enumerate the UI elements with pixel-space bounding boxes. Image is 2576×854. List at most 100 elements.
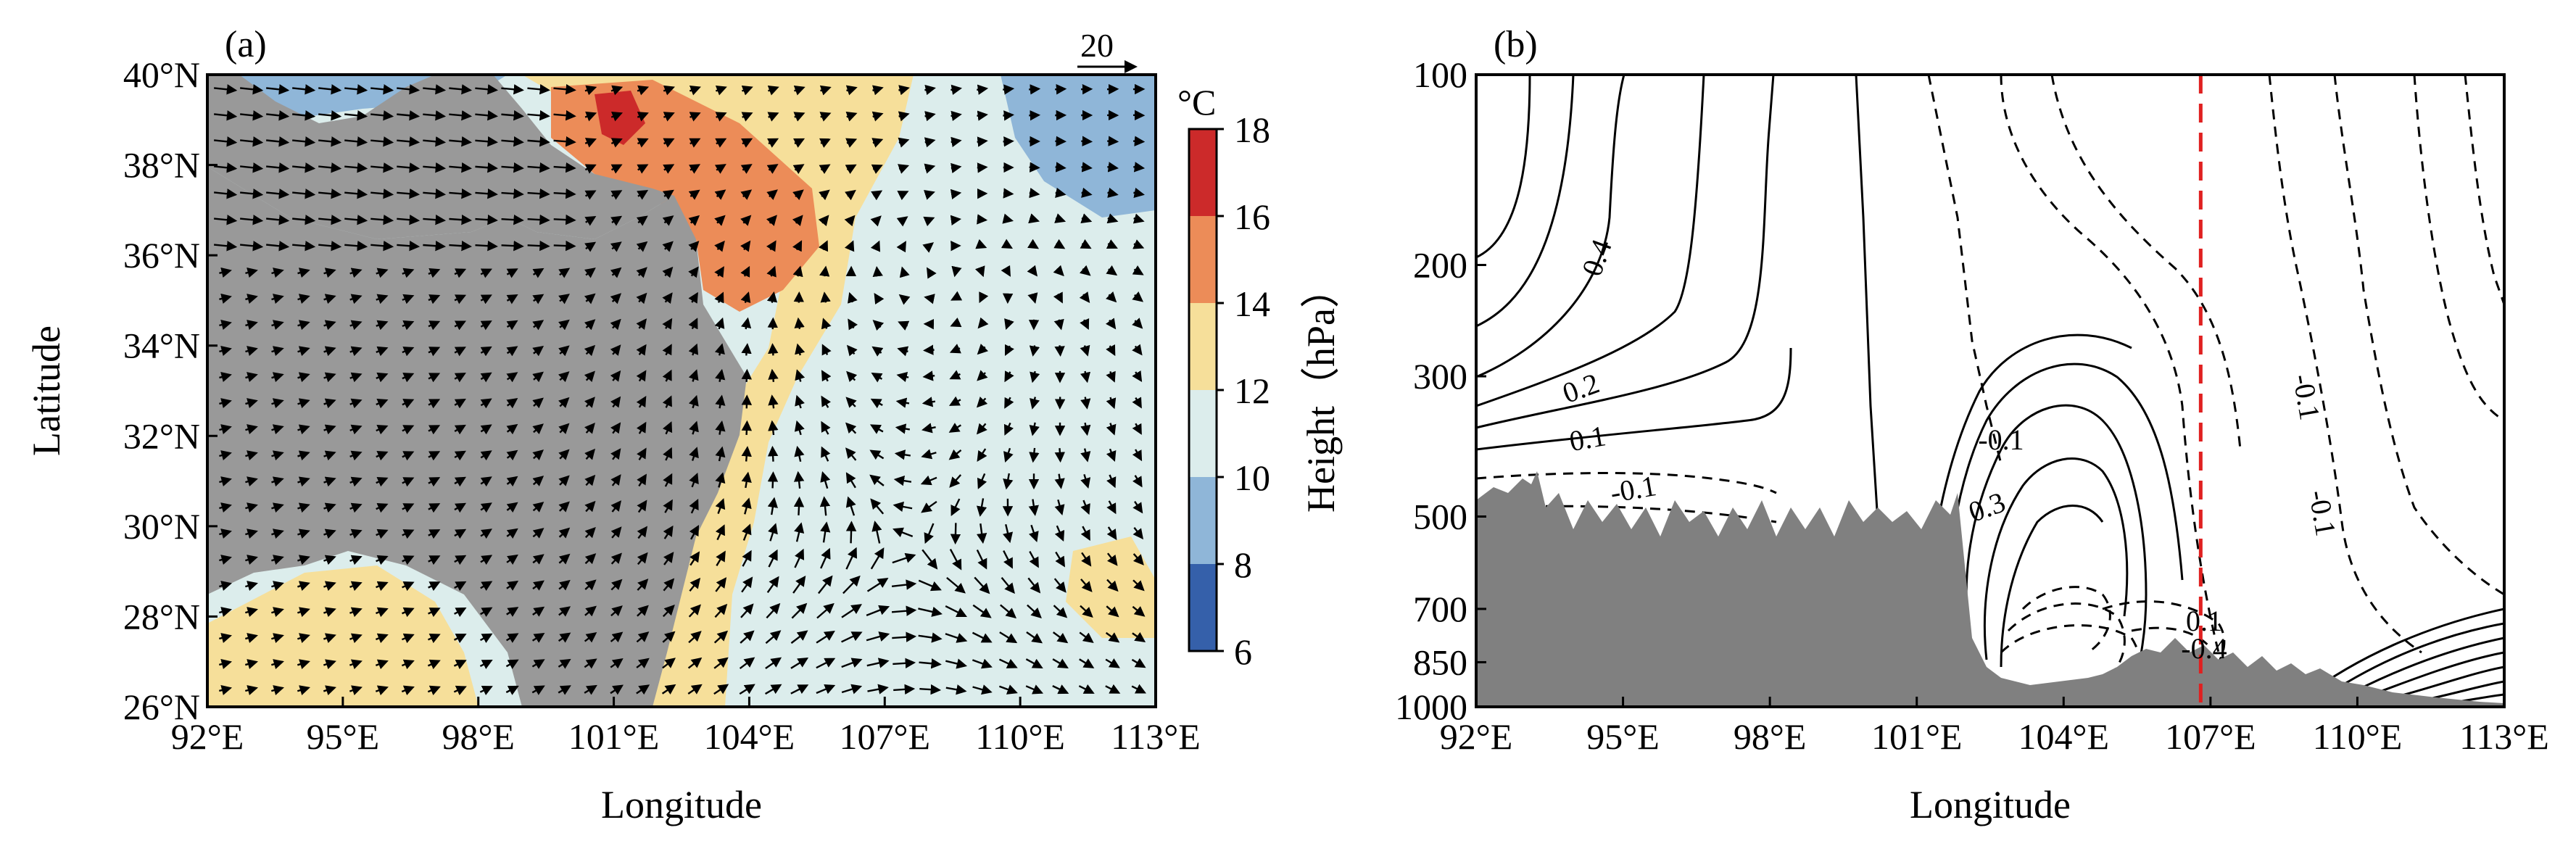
wind-vector xyxy=(848,291,858,304)
wind-vector xyxy=(792,240,803,252)
wind-vector xyxy=(896,372,909,383)
wind-vector xyxy=(475,110,499,121)
wind-vector xyxy=(945,605,967,618)
wind-vector xyxy=(924,294,935,304)
wind-vector xyxy=(1054,473,1065,489)
wind-vector xyxy=(584,138,597,148)
wind-vector xyxy=(1029,110,1041,121)
wind-vector xyxy=(402,268,415,278)
wind-vector xyxy=(1053,291,1063,304)
wind-vector xyxy=(818,240,829,252)
wind-vector xyxy=(1106,474,1117,489)
contour-mid-spine xyxy=(1855,75,1879,523)
wind-vector xyxy=(428,268,441,278)
wind-vector xyxy=(819,496,831,516)
wind-vector xyxy=(532,371,544,383)
wind-vector xyxy=(292,188,316,199)
wind-vector xyxy=(1054,213,1067,223)
panel-b-y-tick-label: 200 xyxy=(1413,244,1467,285)
contour-dash-1 xyxy=(1476,472,1777,494)
wind-vector xyxy=(532,554,544,565)
wind-vector xyxy=(1025,658,1043,668)
wind-vector xyxy=(610,631,624,643)
panel-b-y-tick-label: 700 xyxy=(1413,589,1467,629)
wind-vector xyxy=(558,685,571,695)
wind-vector xyxy=(506,346,518,357)
wind-vector xyxy=(766,240,776,252)
wind-vector xyxy=(714,164,726,174)
wind-vector xyxy=(1001,265,1011,277)
wind-vector xyxy=(454,608,467,618)
wind-vector xyxy=(1080,499,1090,515)
panel-a-x-tick-label: 110°E xyxy=(975,716,1065,757)
wind-vector xyxy=(532,345,544,357)
wind-vector xyxy=(636,631,650,643)
wind-vector xyxy=(584,190,597,200)
wind-vector xyxy=(1005,344,1014,356)
wind-vector xyxy=(527,84,550,95)
wind-vector xyxy=(1029,345,1040,357)
wind-vector xyxy=(584,216,597,226)
wind-vector xyxy=(553,136,576,147)
wind-vector xyxy=(636,318,647,331)
wind-vector xyxy=(266,136,290,147)
wind-vector xyxy=(1053,605,1068,618)
wind-vector xyxy=(637,138,649,148)
wind-vector xyxy=(976,549,987,570)
wind-vector xyxy=(794,445,805,463)
wind-vector xyxy=(584,293,596,304)
wind-vector xyxy=(662,266,674,278)
wind-vector xyxy=(1004,397,1014,409)
wind-vector xyxy=(532,294,544,304)
wind-vector xyxy=(480,398,492,409)
wind-vector xyxy=(240,110,264,121)
wind-vector xyxy=(584,344,596,357)
temperature-band-12-14-south xyxy=(207,565,479,707)
wind-vector xyxy=(919,684,942,695)
wind-vector xyxy=(271,581,284,592)
wind-vector xyxy=(715,577,727,592)
wind-vector xyxy=(219,555,232,565)
wind-vector xyxy=(213,84,238,95)
wind-vector xyxy=(610,422,621,434)
wind-vector xyxy=(662,189,674,200)
wind-vector xyxy=(344,162,368,173)
wind-vector xyxy=(867,684,889,695)
wind-vector xyxy=(663,473,673,487)
wind-vector xyxy=(795,394,805,409)
wind-vector xyxy=(584,579,597,591)
wind-vector xyxy=(945,684,967,695)
wind-vector xyxy=(1030,370,1040,384)
wind-vector xyxy=(792,189,804,201)
wind-vector xyxy=(869,424,884,434)
wind-vector xyxy=(214,162,238,173)
contour-cluster-2 xyxy=(2007,602,2126,683)
wind-vector xyxy=(1106,500,1117,515)
wind-vector xyxy=(506,268,518,278)
wind-vector xyxy=(244,685,259,695)
wind-vector xyxy=(558,658,571,669)
wind-vector xyxy=(532,528,544,539)
wind-vector xyxy=(846,344,858,357)
wind-vector xyxy=(376,320,389,331)
contour-label: -0.4 xyxy=(2181,632,2227,665)
panel-a-y-tick-label: 34°N xyxy=(123,326,200,366)
wind-vector xyxy=(845,397,857,408)
wind-vector xyxy=(816,631,835,644)
contour-label: -0.1 xyxy=(1608,469,1659,509)
wind-vector xyxy=(1003,523,1014,544)
wind-vector xyxy=(1132,500,1143,514)
wind-vector xyxy=(1001,577,1015,594)
wind-vector xyxy=(318,241,342,252)
wind-vector xyxy=(292,110,316,121)
wind-vector xyxy=(480,268,492,278)
wind-vector xyxy=(370,162,394,173)
panel-a: (a) 20 92°E 95°E 98°E 101°E 104°E 107°E 110 xyxy=(25,24,1270,826)
wind-vector xyxy=(1029,162,1040,173)
wind-vector xyxy=(584,111,597,122)
wind-vector xyxy=(318,215,342,225)
wind-vector xyxy=(558,294,570,304)
wind-vector xyxy=(532,476,544,486)
wind-vector xyxy=(527,162,550,173)
wind-vector xyxy=(480,320,492,331)
